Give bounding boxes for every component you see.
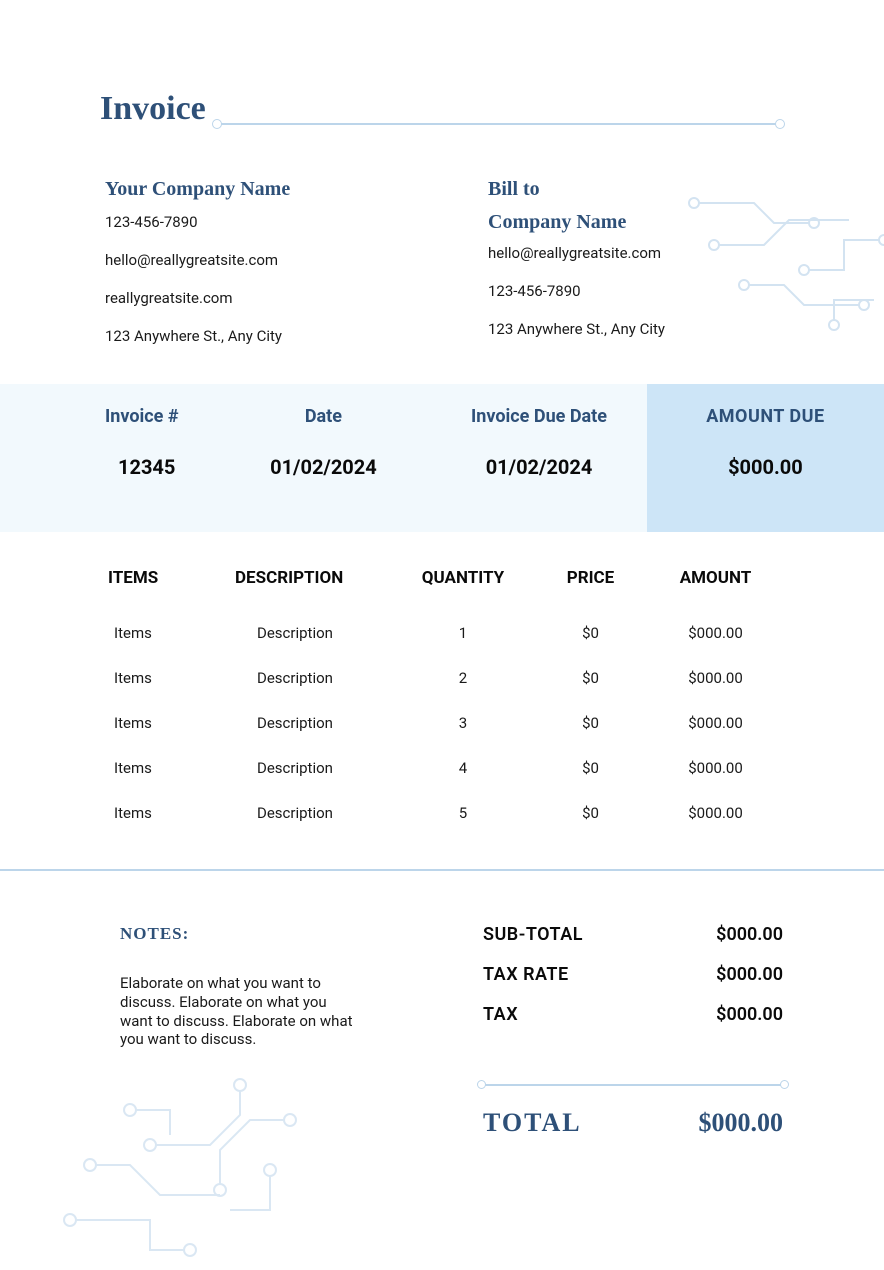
tax-rate-row: TAX RATE $000.00 (483, 964, 783, 985)
cell-amount: $000.00 (653, 804, 778, 822)
tax-rate-value: $000.00 (716, 964, 783, 985)
invoice-date-label: Date (216, 406, 432, 427)
invoice-due-label: Invoice Due Date (431, 406, 647, 427)
cell-item: Items (108, 804, 233, 822)
section-divider (0, 869, 884, 871)
cell-amount: $000.00 (653, 714, 778, 732)
bill-to-address: 123 Anywhere St., Any City (488, 320, 808, 338)
cell-quantity: 4 (398, 759, 528, 777)
cell-item: Items (108, 624, 233, 642)
from-company-name: Your Company Name (105, 178, 425, 201)
tax-rate-label: TAX RATE (483, 964, 569, 985)
subtotal-label: SUB-TOTAL (483, 924, 583, 945)
invoice-due-value: 01/02/2024 (431, 455, 647, 479)
cell-price: $0 (528, 624, 653, 642)
amount-due-label: AMOUNT DUE (647, 406, 884, 427)
invoice-number-label: Invoice # (0, 406, 216, 427)
table-row: ItemsDescription5$0$000.00 (108, 804, 778, 822)
cell-description: Description (233, 714, 398, 732)
bill-to-email: hello@reallygreatsite.com (488, 244, 808, 262)
invoice-number-value: 12345 (0, 455, 216, 479)
bill-to-label: Bill to (488, 178, 808, 201)
grand-total-label: TOTAL (483, 1108, 582, 1138)
items-table-header: ITEMS DESCRIPTION QUANTITY PRICE AMOUNT (108, 568, 778, 588)
invoice-number-cell: Invoice # 12345 (0, 384, 216, 532)
cell-quantity: 2 (398, 669, 528, 687)
bill-to-company-name: Company Name (488, 211, 808, 234)
table-row: ItemsDescription1$0$000.00 (108, 624, 778, 642)
col-price: PRICE (528, 568, 653, 588)
invoice-date-value: 01/02/2024 (216, 455, 432, 479)
grand-total-value: $000.00 (699, 1108, 784, 1138)
from-company-block: Your Company Name 123-456-7890 hello@rea… (105, 178, 425, 365)
from-email: hello@reallygreatsite.com (105, 251, 425, 269)
col-items: ITEMS (108, 568, 233, 588)
cell-description: Description (233, 804, 398, 822)
circuit-decoration-bottom (40, 1070, 340, 1270)
col-quantity: QUANTITY (398, 568, 528, 588)
col-amount: AMOUNT (653, 568, 778, 588)
cell-item: Items (108, 759, 233, 777)
cell-quantity: 5 (398, 804, 528, 822)
cell-price: $0 (528, 714, 653, 732)
amount-due-value: $000.00 (647, 455, 884, 479)
invoice-title: Invoice (100, 90, 206, 128)
from-address: 123 Anywhere St., Any City (105, 327, 425, 345)
totals-divider-line (483, 1084, 783, 1086)
from-website: reallygreatsite.com (105, 289, 425, 307)
cell-amount: $000.00 (653, 669, 778, 687)
from-phone: 123-456-7890 (105, 213, 425, 231)
header-divider-line (220, 123, 777, 125)
table-row: ItemsDescription4$0$000.00 (108, 759, 778, 777)
cell-description: Description (233, 759, 398, 777)
notes-block: NOTES: Elaborate on what you want to dis… (120, 924, 360, 1049)
table-row: ItemsDescription3$0$000.00 (108, 714, 778, 732)
tax-label: TAX (483, 1004, 518, 1025)
subtotal-value: $000.00 (716, 924, 783, 945)
cell-price: $0 (528, 759, 653, 777)
tax-value: $000.00 (716, 1004, 783, 1025)
tax-row: TAX $000.00 (483, 1004, 783, 1025)
grand-total-row: TOTAL $000.00 (483, 1108, 783, 1138)
cell-quantity: 1 (398, 624, 528, 642)
cell-price: $0 (528, 804, 653, 822)
cell-price: $0 (528, 669, 653, 687)
invoice-summary-bar: Invoice # 12345 Date 01/02/2024 Invoice … (0, 384, 884, 532)
cell-description: Description (233, 624, 398, 642)
invoice-due-cell: Invoice Due Date 01/02/2024 (431, 384, 647, 532)
table-row: ItemsDescription2$0$000.00 (108, 669, 778, 687)
bill-to-block: Bill to Company Name hello@reallygreatsi… (488, 178, 808, 358)
cell-item: Items (108, 669, 233, 687)
cell-amount: $000.00 (653, 759, 778, 777)
notes-heading: NOTES: (120, 924, 360, 944)
cell-amount: $000.00 (653, 624, 778, 642)
bill-to-phone: 123-456-7890 (488, 282, 808, 300)
notes-body: Elaborate on what you want to discuss. E… (120, 974, 360, 1049)
items-table: ITEMS DESCRIPTION QUANTITY PRICE AMOUNT … (108, 568, 778, 849)
col-description: DESCRIPTION (233, 568, 398, 588)
subtotal-row: SUB-TOTAL $000.00 (483, 924, 783, 945)
cell-item: Items (108, 714, 233, 732)
cell-quantity: 3 (398, 714, 528, 732)
invoice-date-cell: Date 01/02/2024 (216, 384, 432, 532)
amount-due-cell: AMOUNT DUE $000.00 (647, 384, 884, 532)
cell-description: Description (233, 669, 398, 687)
totals-block: SUB-TOTAL $000.00 TAX RATE $000.00 TAX $… (483, 924, 783, 1044)
